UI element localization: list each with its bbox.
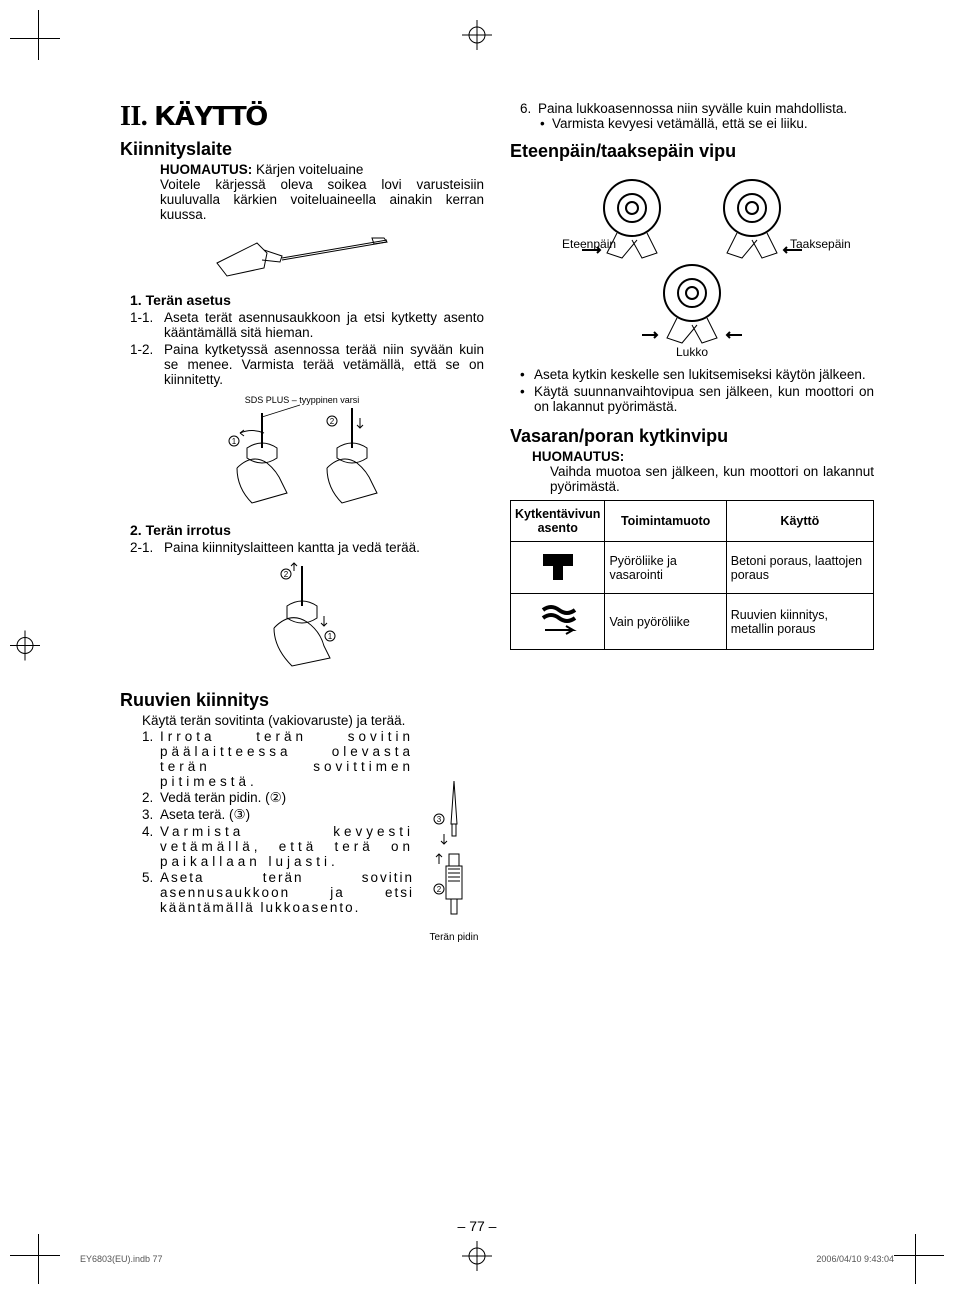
note-label: HUOMAUTUS:: [532, 449, 874, 464]
bullet-item: Aseta kytkin keskelle sen lukitsemiseksi…: [520, 367, 874, 382]
mode-table: Kytkentävivun asento Toimintamuoto Käytt…: [510, 500, 874, 650]
note-body: Vaihda muotoa sen jälkeen, kun moottori …: [532, 464, 874, 494]
list-item: Vedä terän pidin. (②): [142, 790, 414, 806]
svg-text:1: 1: [328, 632, 333, 641]
page-number: – 77 –: [458, 1218, 497, 1234]
bullet-list: Aseta kytkin keskelle sen lukitsemiseksi…: [510, 367, 874, 414]
table-cell: Vain pyöröliike: [605, 594, 726, 650]
bit-insert-figure: SDS PLUS – tyyppinen varsi 1 2: [120, 393, 484, 516]
figure-label: Terän pidin: [424, 932, 484, 943]
registration-mark-icon: [10, 631, 40, 664]
svg-text:SDS PLUS – tyyppinen varsi: SDS PLUS – tyyppinen varsi: [245, 395, 360, 405]
list-item: Irrota terän sovitin päälaitteessa oleva…: [142, 729, 414, 789]
table-row: Pyöröliike ja vasarointi Betoni poraus, …: [511, 542, 874, 594]
table-header: Toimintamuoto: [605, 501, 726, 542]
registration-mark-icon: [462, 20, 492, 53]
note-block: HUOMAUTUS: Vaihda muotoa sen jälkeen, ku…: [510, 449, 874, 494]
section-heading: Kiinnityslaite: [120, 139, 484, 160]
intro-text: Käytä terän sovitinta (vakiovaruste) ja …: [120, 713, 484, 728]
svg-text:2: 2: [330, 417, 335, 426]
subsection-heading: 2. Terän irrotus: [120, 522, 484, 538]
bit-remove-figure: 2 1: [120, 561, 484, 684]
table-cell: Pyöröliike ja vasarointi: [605, 542, 726, 594]
list-item: Aseta terä. (③): [142, 807, 414, 823]
right-column: Paina lukkoasennossa niin syvälle kuin m…: [510, 100, 874, 915]
main-title: II. KÄYTTÖ: [120, 100, 484, 133]
section-heading: Eteenpäin/taaksepäin vipu: [510, 141, 874, 162]
table-row: Vain pyöröliike Ruuvien kiinnitys, metal…: [511, 594, 874, 650]
table-row: Kytkentävivun asento Toimintamuoto Käytt…: [511, 501, 874, 542]
svg-text:Eteenpäin: Eteenpäin: [562, 237, 616, 251]
svg-text:3: 3: [437, 815, 442, 824]
note-label: HUOMAUTUS:: [160, 162, 252, 177]
table-header: Käyttö: [726, 501, 873, 542]
continued-list: Paina lukkoasennossa niin syvälle kuin m…: [510, 101, 874, 131]
svg-text:2: 2: [284, 570, 289, 579]
section-heading: Vasaran/poran kytkinvipu: [510, 426, 874, 447]
note-title: Kärjen voiteluaine: [256, 162, 363, 177]
svg-text:Lukko: Lukko: [676, 345, 708, 358]
drill-only-icon: [511, 594, 605, 650]
note-body: Voitele kärjessä oleva soikea lovi varus…: [160, 177, 484, 222]
step-item: 1-2.Paina kytketyssä asennossa terää nii…: [130, 342, 484, 387]
left-column: II. KÄYTTÖ Kiinnityslaite HUOMAUTUS: Kär…: [120, 100, 484, 915]
content-columns: II. KÄYTTÖ Kiinnityslaite HUOMAUTUS: Kär…: [120, 100, 874, 915]
list-item: Paina lukkoasennossa niin syvälle kuin m…: [520, 101, 874, 131]
step-list: 1-1.Aseta terät asennusaukkoon ja etsi k…: [120, 310, 484, 387]
table-cell: Betoni poraus, laattojen poraus: [726, 542, 873, 594]
step-list: 2-1.Paina kiinnityslaitteen kantta ja ve…: [120, 540, 484, 555]
lubricant-figure: [120, 228, 484, 286]
subsection-heading: 1. Terän asetus: [120, 292, 484, 308]
numbered-list: Irrota terän sovitin päälaitteessa oleva…: [120, 729, 414, 915]
bullet-item: Käytä suunnanvaihtovipua sen jälkeen, ku…: [520, 384, 874, 414]
table-header: Kytkentävivun asento: [511, 501, 605, 542]
footer-right: 2006/04/10 9:43:04: [816, 1254, 894, 1264]
section-heading: Ruuvien kiinnitys: [120, 690, 484, 711]
registration-mark-icon: [462, 1241, 492, 1274]
bit-holder-figure: 3 2 Terän pidin: [424, 779, 484, 943]
note-block: HUOMAUTUS: Kärjen voiteluaine Voitele kä…: [120, 162, 484, 222]
lever-figure: Eteenpäin Taaksepäin Lukko: [510, 168, 874, 361]
svg-text:1: 1: [232, 437, 237, 446]
list-item: Aseta terän sovitin asennusaukkoon ja et…: [142, 870, 414, 915]
list-item: Varmista kevyesti vetämällä, että terä o…: [142, 824, 414, 869]
hammer-drill-icon: [511, 542, 605, 594]
table-cell: Ruuvien kiinnitys, metallin poraus: [726, 594, 873, 650]
step-item: 2-1.Paina kiinnityslaitteen kantta ja ve…: [130, 540, 484, 555]
step-item: 1-1.Aseta terät asennusaukkoon ja etsi k…: [130, 310, 484, 340]
sub-bullet: Varmista kevyesi vetämällä, että se ei l…: [538, 116, 874, 131]
svg-text:2: 2: [437, 885, 442, 894]
svg-text:Taaksepäin: Taaksepäin: [790, 237, 851, 251]
footer-left: EY6803(EU).indb 77: [80, 1254, 163, 1264]
